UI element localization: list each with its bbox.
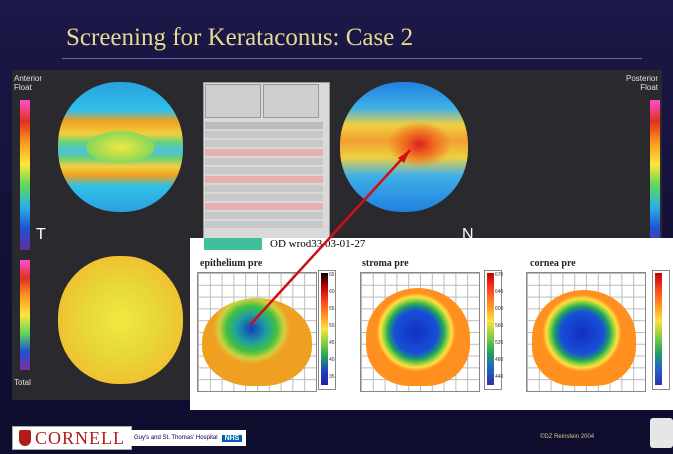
stroma-colorbar-tick: 600 bbox=[495, 306, 504, 312]
stroma-colorbar: 670 640 600 560 520 480 440 bbox=[484, 270, 504, 390]
plot-label-stroma: stroma pre bbox=[362, 258, 409, 269]
nasal-label: N bbox=[462, 226, 474, 243]
cornea-colorbar-gradient bbox=[655, 273, 662, 385]
posterior-label: Posterior Float bbox=[626, 74, 658, 92]
cornea-colorbar bbox=[652, 270, 670, 390]
posterior-label-line2: Float bbox=[640, 83, 659, 92]
plot-label-epithelium: epithelium pre bbox=[200, 258, 263, 269]
teal-marker-bar bbox=[204, 238, 262, 250]
right-color-scale bbox=[650, 100, 660, 250]
stroma-map bbox=[366, 288, 470, 386]
epithelium-colorbar-tick: 35 bbox=[329, 374, 335, 380]
epithelium-colorbar-tick: 55 bbox=[329, 306, 335, 312]
info-details bbox=[205, 122, 323, 228]
slide-title: Screening for Kerataconus: Case 2 bbox=[66, 24, 414, 51]
epithelium-colorbar-tick: 45 bbox=[329, 340, 335, 346]
epithelium-colorbar-gradient bbox=[321, 273, 328, 385]
total-map bbox=[58, 256, 183, 384]
total-label: Total bbox=[14, 378, 31, 387]
stroma-colorbar-tick: 640 bbox=[495, 289, 504, 295]
epithelium-colorbar-tick: 65 bbox=[329, 272, 335, 278]
nhs-badge: NHS bbox=[221, 434, 243, 442]
temporal-label: T bbox=[36, 226, 46, 243]
plot-label-cornea: cornea pre bbox=[530, 258, 576, 269]
posterior-label-line1: Posterior bbox=[626, 74, 659, 83]
stroma-colorbar-tick: 440 bbox=[495, 374, 504, 380]
anterior-label-line1: Anterior bbox=[14, 74, 43, 83]
od-label: OD wrod33 03-01-27 bbox=[270, 238, 366, 250]
epithelium-map bbox=[202, 298, 312, 386]
epithelium-colorbar-tick: 60 bbox=[329, 289, 335, 295]
cornell-logo: CORNELL bbox=[12, 426, 132, 450]
anterior-label-line2: Float bbox=[14, 83, 32, 92]
stroma-colorbar-tick: 520 bbox=[495, 340, 504, 346]
guys-text: Guy's and St. Thomas' Hospital bbox=[134, 435, 218, 441]
epithelium-colorbar-tick: 40 bbox=[329, 357, 335, 363]
guys-hospital-logo: Guy's and St. Thomas' Hospital NHS bbox=[130, 430, 247, 446]
stroma-colorbar-tick: 670 bbox=[495, 272, 504, 278]
info-box-left bbox=[205, 84, 261, 118]
posterior-float-map bbox=[340, 82, 468, 212]
epithelium-colorbar: 65 60 55 50 45 40 35 bbox=[318, 270, 336, 390]
corner-badge-icon bbox=[650, 418, 673, 448]
copyright-text: ©DZ Reinstein 2004 bbox=[540, 434, 595, 440]
stroma-colorbar-tick: 480 bbox=[495, 357, 504, 363]
stroma-colorbar-gradient bbox=[487, 273, 494, 385]
cornea-map bbox=[532, 290, 636, 386]
epithelium-colorbar-tick: 50 bbox=[329, 323, 335, 329]
anterior-float-map bbox=[58, 82, 183, 212]
info-box-right bbox=[263, 84, 319, 118]
cornell-text: CORNELL bbox=[35, 427, 125, 448]
title-divider bbox=[62, 58, 642, 59]
stroma-colorbar-tick: 560 bbox=[495, 323, 504, 329]
cornell-seal-icon bbox=[19, 430, 31, 446]
left-color-scale bbox=[20, 100, 30, 250]
left-color-scale-lower bbox=[20, 260, 30, 370]
anterior-label: Anterior Float bbox=[14, 74, 42, 92]
